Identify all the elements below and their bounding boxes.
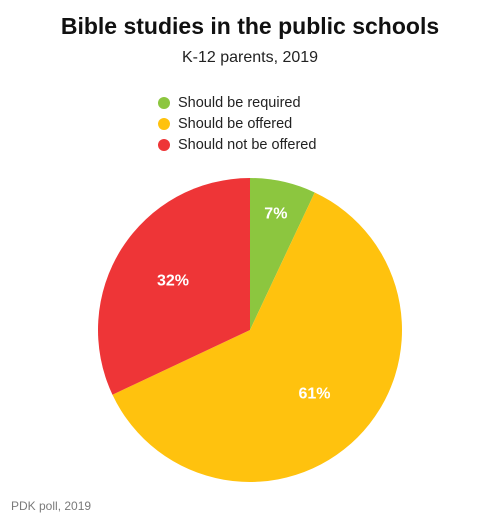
- legend-item-required: Should be required: [158, 92, 316, 113]
- chart-subtitle: K-12 parents, 2019: [181, 49, 319, 66]
- legend-swatch-offered: [158, 117, 170, 130]
- source-note: PDK poll, 2019: [11, 499, 92, 513]
- legend: Should be required Should be offered Sho…: [158, 92, 316, 155]
- legend-label-required: Should be required: [178, 94, 301, 111]
- legend-swatch-not-offered: [158, 138, 170, 151]
- slice-offered: [112, 192, 402, 483]
- chart-title: Bible studies in the public schools: [60, 13, 440, 39]
- label-not-offered: 32%: [157, 272, 189, 289]
- legend-label-not-offered: Should not be offered: [178, 136, 317, 153]
- legend-swatch-required: [158, 96, 170, 109]
- label-required: 7%: [264, 206, 287, 223]
- label-offered: 61%: [298, 386, 330, 403]
- legend-label-offered: Should be offered: [178, 115, 293, 132]
- legend-item-offered: Should be offered: [158, 113, 316, 134]
- slice-not-offered: [98, 178, 251, 395]
- legend-item-not-offered: Should not be offered: [158, 134, 316, 155]
- slice-required: [250, 178, 315, 330]
